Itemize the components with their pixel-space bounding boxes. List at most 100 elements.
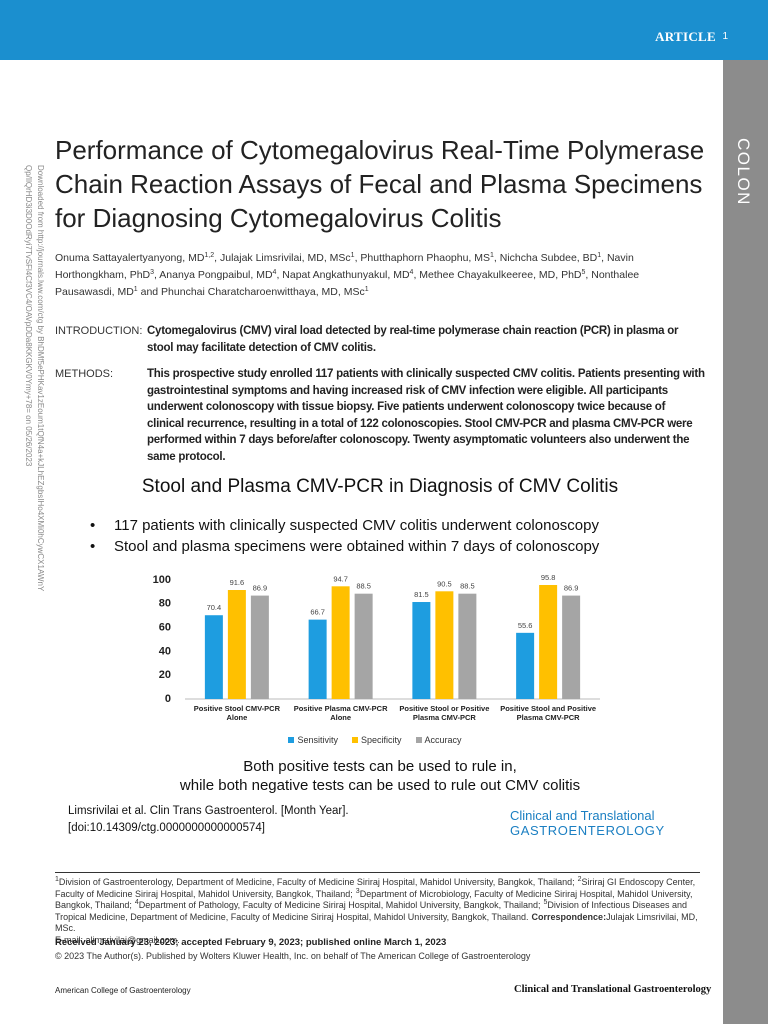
journal-logo: Clinical and Translational GASTROENTEROL… [510,808,665,838]
x-tick-label: Positive Stool and Positive Plasma CMV-P… [500,704,597,722]
logo-line: Clinical and Translational [510,808,655,823]
section-label: COLON [734,138,753,206]
x-tick-label: Positive Stool or Positive Plasma CMV-PC… [399,704,490,722]
bullet-item: • Stool and plasma specimens were obtaine… [90,538,599,555]
title-line: Performance of Cytomegalovirus Real-Time… [55,135,705,165]
citation-line: [doi:10.14309/ctg.0000000000000574] [68,822,265,834]
abstract-text: This prospective study enrolled 117 pati… [147,368,705,463]
y-tick-label: 80 [159,598,171,610]
author-name: , Ananya Pongpaibul, MD [154,269,273,281]
affiliation: 5Division of Infectious Diseases and Tro… [55,899,687,922]
author-name: and Phunchai Charatcharoenwitthaya, MD, … [137,286,365,298]
value-label: 70.4 [207,603,222,612]
author-affiliation: 3 [150,269,155,276]
author-name: , Nichcha Subdee, BD [493,252,598,264]
affiliation: 2Siriraj GI Endoscopy Center, Faculty of… [55,876,696,899]
abstract-text: Cytomegalovirus (CMV) viral load detecte… [147,325,679,354]
author-affiliation: 1 [490,252,494,259]
bar [412,602,431,699]
logo-line: GASTROENTEROLOGY [510,823,665,838]
author-name: , Methee Chayakulkeeree, MD, PhD [413,269,582,281]
author-name: , Nonthalee Pausawasdi, MD [55,269,640,298]
bar [458,593,477,699]
author-affiliation: 5 [581,269,586,276]
title-line: Chain Reaction Assays of Fecal and Plasm… [55,169,703,199]
bar [435,591,454,699]
legend-swatch [351,737,358,743]
legend-swatch [288,737,295,743]
author-affiliation: 1 [350,252,355,259]
legend-label: Sensitivity [297,735,338,745]
footer-journal: Clinical and Translational Gastroenterol… [514,984,712,995]
author-affiliation: 4 [272,269,277,276]
y-tick-label: 0 [165,693,171,705]
author-name: , Napat Angkathunyakul, MD [276,269,410,281]
affiliation-text: Department of Microbiology, Faculty of M… [55,888,693,911]
received-dates: Received January 23, 2023; accepted Febr… [55,937,447,948]
affiliation-number: 1 [55,876,59,883]
author-affiliation: 1 [597,252,602,259]
download-watermark: Downloaded from http://journals.lww.com/… [24,165,45,592]
page-number: 1 [722,31,728,42]
bullet-text: 117 patients with clinically suspected C… [114,517,599,534]
y-tick-label: 40 [159,645,171,657]
affiliation-text: Division of Gastroenterology, Department… [58,877,575,887]
legend: Sensitivity Specificity Accuracy [140,735,610,745]
value-label: 88.5 [460,582,475,591]
value-label: 94.7 [333,574,348,583]
header-banner [0,0,768,60]
author-name: , Julajak Limsrivilai, MD, MSc [214,252,351,264]
value-label: 88.5 [356,582,371,591]
affiliation-number: 3 [355,887,360,895]
author-list: Onuma Sattayalertyanyong, MD1,2, Julajak… [55,250,670,301]
value-label: 86.9 [564,584,579,593]
x-tick-label: Positive Plasma CMV-PCR Alone [293,704,388,722]
affiliation-number: 4 [134,899,139,906]
legend-item: Specificity [351,735,402,745]
bullet-text: Stool and plasma specimens were obtained… [114,538,600,555]
footnote-rule [55,872,700,873]
affiliation: 1Division of Gastroenterology, Departmen… [55,876,575,887]
bar [250,595,269,699]
legend-swatch [415,737,422,743]
affiliations: 1Division of Gastroenterology, Departmen… [55,876,700,946]
y-tick-label: 60 [159,622,171,634]
chart: 0 20 40 60 80 100 70.4 91.6 86.9 66.7 94.7 88.5 81.5… [140,565,610,755]
affiliation-text: Division of Infectious Diseases and Trop… [55,900,687,922]
author-affiliation: 1 [133,286,138,293]
abstract-label: INTRODUCTION: [55,325,143,337]
bullet-symbol: • [90,517,96,534]
abstract-section: METHODS: This prospective study enrolled … [55,366,705,465]
abstract-section: INTRODUCTION: Cytomegalovirus (CMV) viral… [55,323,705,356]
x-tick-label: Positive Stool CMV-PCR Alone [193,704,280,722]
footer-society: American College of Gastroenterology [55,986,191,995]
bar [354,593,373,699]
bar [308,619,327,699]
y-tick-label: 100 [153,574,171,586]
author-affiliation: 1,2 [204,252,215,259]
affiliation: 4Department of Pathology, Faculty of Med… [134,899,541,910]
correspondence-label: Correspondence: [531,911,607,922]
bar [227,589,246,699]
bar [204,615,223,699]
chart-plot: 0 20 40 60 80 100 70.4 91.6 86.9 66.7 94.7 88.5 81.5… [153,573,600,705]
value-label: 81.5 [414,590,429,599]
email: E-mail: alimsrivilai@gmail.com. [55,934,180,945]
section-sidebar [723,60,768,1024]
author-name: , Phutthaphorn Phaophu, MS [354,252,491,264]
correspondence: Julajak Limsrivilai, MD, MSc. [55,911,698,934]
y-tick-label: 20 [159,669,171,681]
author-name: Onuma Sattayalertyanyong, MD [55,252,205,264]
affiliation-number: 5 [543,899,548,906]
legend-label: Specificity [360,735,402,745]
legend-item: Sensitivity [288,735,338,745]
affiliation-text: Department of Pathology, Faculty of Medi… [138,900,541,910]
article-title: Performance of Cytomegalovirus Real-Time… [55,133,715,235]
affiliation-text: Siriraj GI Endoscopy Center, Faculty of … [55,877,696,899]
bullet-symbol: • [90,538,96,555]
title-line: for Diagnosing Cytomegalovirus Colitis [55,203,502,233]
copyright: © 2023 The Author(s). Published by Wolte… [55,951,531,961]
bar [539,584,558,699]
value-label: 91.6 [230,578,245,587]
